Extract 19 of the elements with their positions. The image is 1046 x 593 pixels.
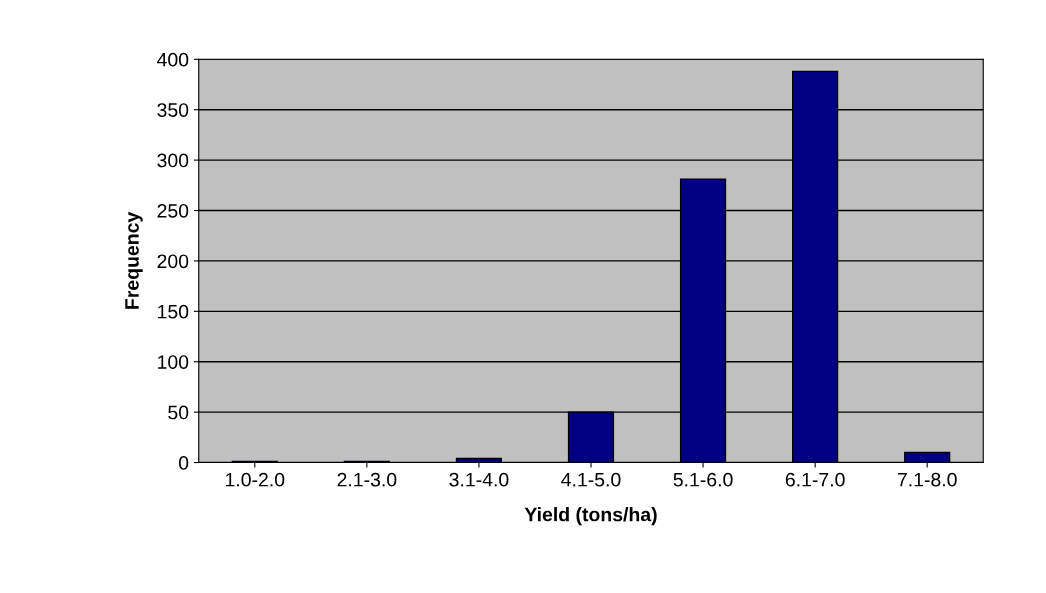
x-tick-label: 2.1-3.0 [337,472,397,487]
x-tick-label: 4.1-5.0 [561,472,621,487]
y-tick-label: 350 [157,103,189,117]
y-tick-label: 300 [157,153,189,168]
y-tick-label: 250 [157,203,189,218]
y-tick-label: 0 [178,456,189,470]
y-tick-label: 200 [157,254,189,269]
x-tick-label: 5.1-6.0 [673,472,733,487]
y-axis-title: Frequency [125,211,143,309]
y-tick-label: 100 [158,355,189,369]
x-tick-label: 1.0-2.0 [225,472,285,487]
x-tick-label: 3.1-4.0 [449,472,509,487]
x-tick-label: 6.1-7.0 [785,472,845,487]
y-tick-label: 150 [158,304,189,319]
x-axis-title: Yield (tons/ha) [524,507,657,526]
x-tick-label: 7.1-8.0 [897,472,957,487]
y-tick-label: 50 [168,405,189,420]
bar [904,451,951,463]
y-tick-label: 400 [157,52,189,67]
